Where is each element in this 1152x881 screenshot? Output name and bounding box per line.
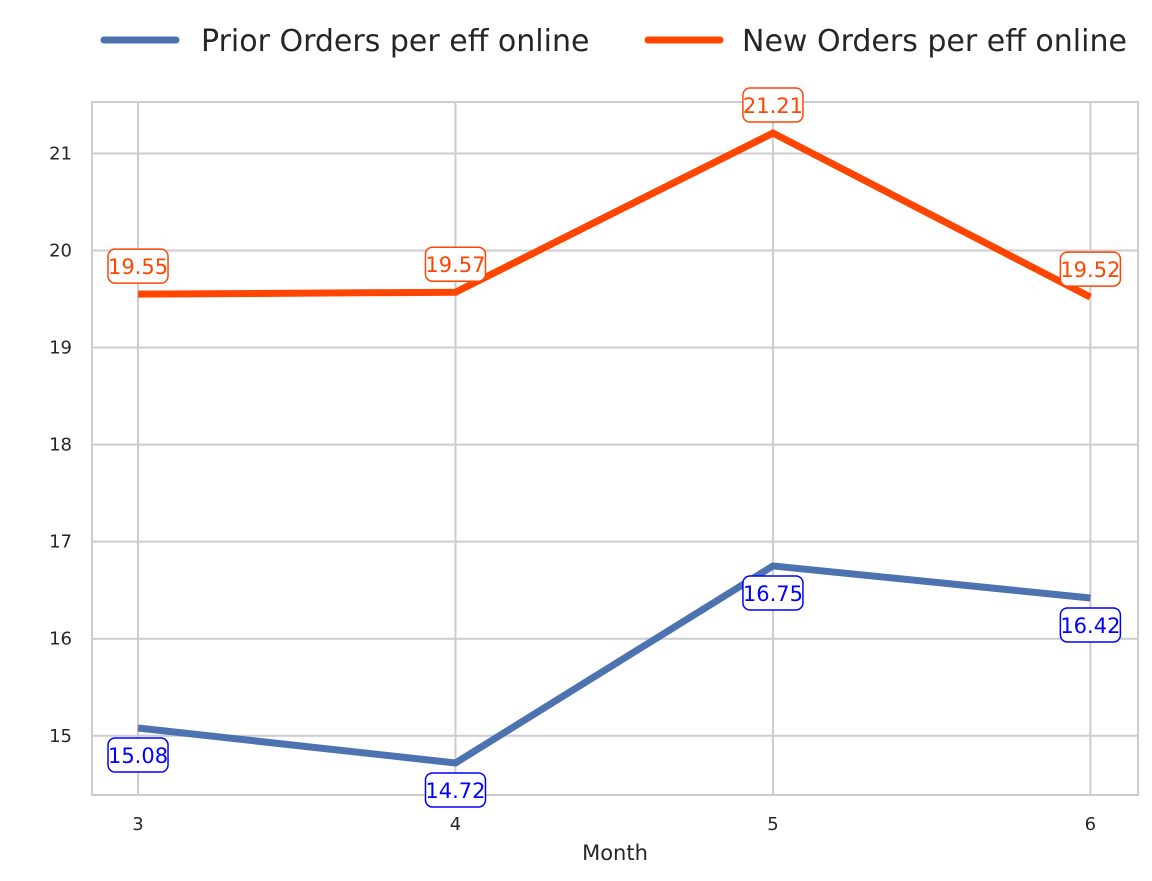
grid-lines	[92, 102, 1138, 795]
data-label: 19.55	[107, 248, 169, 284]
data-label: 16.75	[742, 575, 804, 611]
data-label-box	[107, 248, 169, 284]
data-label-box	[1059, 251, 1122, 287]
y-tick-label: 21	[49, 143, 72, 164]
data-label-text: 19.57	[425, 253, 485, 277]
data-label-box	[742, 87, 804, 123]
y-axis-ticks: 15 16 17 18 19 20 21	[49, 143, 72, 746]
data-label-box	[107, 737, 169, 773]
data-label: 21.21	[742, 87, 804, 123]
data-label: 14.72	[424, 772, 487, 808]
data-label-box	[424, 246, 487, 282]
legend-item: Prior Orders per eff online	[100, 24, 589, 59]
legend-label: Prior Orders per eff online	[201, 24, 589, 59]
data-label-box	[1059, 607, 1122, 643]
data-label: 19.52	[1059, 251, 1122, 287]
legend: Prior Orders per eff online New Orders pe…	[100, 24, 1127, 59]
y-tick-label: 18	[49, 435, 72, 456]
data-label-text: 19.55	[108, 255, 168, 279]
x-tick-label: 6	[1085, 814, 1096, 835]
plot-background	[92, 102, 1138, 795]
x-tick-label: 4	[450, 814, 461, 835]
data-label: 15.08	[107, 737, 169, 773]
plot-area: 15.08 14.72 16.75 16.42 19.55 19.57 21.21 19.52	[91, 87, 1139, 808]
legend-label: New Orders per eff online	[742, 24, 1127, 59]
data-label: 19.57	[424, 246, 487, 282]
x-tick-label: 5	[767, 814, 778, 835]
legend-item: New Orders per eff online	[644, 24, 1127, 59]
y-tick-label: 20	[49, 241, 72, 262]
data-label-box	[742, 575, 804, 611]
series-line-2	[138, 129, 1092, 301]
data-label-text: 16.42	[1060, 614, 1120, 638]
data-label-text: 14.72	[425, 779, 485, 803]
y-tick-label: 15	[49, 726, 72, 747]
x-axis-title: Month	[582, 841, 648, 865]
data-label-text: 19.52	[1060, 258, 1120, 282]
data-label-text: 15.08	[108, 744, 168, 768]
data-label-box	[424, 772, 487, 808]
y-tick-label: 16	[49, 629, 72, 650]
data-label: 16.42	[1059, 607, 1122, 643]
data-labels: 15.08 14.72 16.75 16.42 19.55 19.57 21.21 19.52	[107, 87, 1122, 808]
plot-frame	[91, 101, 1139, 796]
data-label-text: 21.21	[743, 94, 803, 118]
y-tick-label: 17	[49, 532, 72, 553]
x-axis-ticks: 3 4 5 6	[132, 814, 1096, 835]
x-tick-label: 3	[132, 814, 143, 835]
series-line-1	[137, 562, 1091, 767]
series-lines	[137, 129, 1092, 767]
data-label-text: 16.75	[743, 582, 803, 606]
y-tick-label: 19	[49, 338, 72, 359]
